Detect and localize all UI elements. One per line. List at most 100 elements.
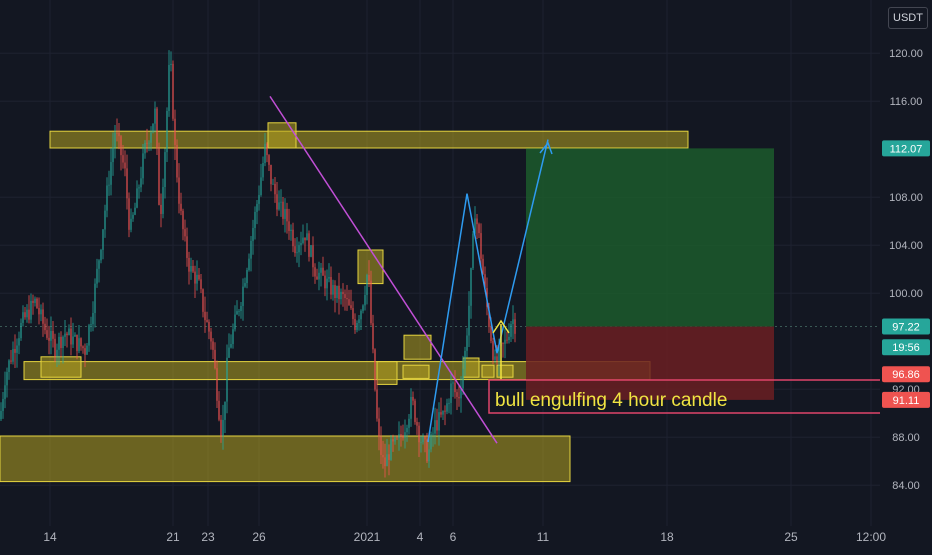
candle-body (284, 208, 286, 219)
candle-body (426, 439, 428, 462)
time-tick-label: 14 (43, 530, 57, 544)
candle-body (348, 299, 350, 306)
price-label-text: 19:56 (892, 342, 920, 354)
candle-body (402, 436, 404, 439)
currency-button[interactable]: USDT (888, 7, 928, 29)
candle-body (114, 132, 116, 148)
price-label-box (882, 318, 930, 335)
candle-body (356, 323, 358, 330)
candle-body (256, 203, 258, 212)
candle-body (186, 236, 188, 258)
candle-body (160, 204, 162, 214)
long-position-tool[interactable] (526, 148, 774, 400)
candle-body (362, 305, 364, 311)
candle-body (66, 333, 68, 336)
candle-body (494, 356, 496, 360)
candle-body (138, 187, 140, 189)
candle-body (2, 398, 4, 411)
candle-body (78, 338, 80, 351)
candle-body (92, 312, 94, 325)
candle-body (478, 224, 480, 234)
candle-body (96, 268, 98, 284)
candle-body (462, 368, 464, 389)
price-label-box (882, 339, 930, 356)
candle-body (340, 291, 342, 300)
candle-body (206, 320, 208, 322)
candle-body (32, 300, 34, 303)
candle-body (86, 345, 88, 355)
candle-body (444, 410, 446, 412)
candle-body (350, 305, 352, 309)
candle-body (196, 274, 198, 284)
candle-body (324, 275, 326, 289)
candle-body (120, 136, 122, 156)
candle-body (90, 324, 92, 326)
candle-body (376, 389, 378, 419)
candle-body (240, 305, 242, 311)
candle-body (48, 337, 50, 341)
candle-body (42, 309, 44, 324)
candle-body (116, 132, 118, 134)
price-axis[interactable]: 120.00116.00108.00104.00100.0092.0088.00… (880, 0, 932, 550)
candle-body (246, 270, 248, 284)
candle-body (136, 188, 138, 208)
candle-body (132, 214, 134, 219)
support-resistance-zones[interactable] (0, 122, 689, 483)
candle-body (260, 177, 262, 196)
price-tick-label: 116.00 (890, 96, 923, 108)
candle-body (436, 420, 438, 431)
candle-body (68, 328, 70, 336)
candle-body (338, 285, 340, 300)
candle-body (12, 349, 14, 362)
candle-body (422, 436, 424, 443)
candle-body (192, 266, 194, 272)
candle-body (452, 382, 454, 384)
candle-body (492, 341, 494, 360)
candle-body (472, 233, 474, 269)
candle-body (488, 306, 490, 328)
candle-body (274, 183, 276, 195)
candle-body (394, 437, 396, 442)
candle-body (480, 233, 482, 259)
candle-body (142, 153, 144, 179)
resistance-zone-top (49, 130, 689, 149)
marker-box-5 (376, 361, 398, 385)
candle-body (318, 272, 320, 280)
drawing-lines[interactable] (269, 95, 553, 444)
candle-body (98, 260, 100, 269)
candle-body (358, 319, 360, 324)
candle-body (346, 298, 348, 300)
candle-body (140, 178, 142, 188)
candle-body (490, 327, 492, 342)
time-tick-label: 11 (537, 530, 550, 544)
candle-body (236, 311, 238, 315)
candle-body (420, 442, 422, 444)
candle-body (354, 318, 356, 330)
candle-body (104, 210, 106, 230)
candle-body (476, 218, 478, 225)
candle-body (126, 168, 128, 199)
candle-body (390, 439, 392, 460)
candle-body (308, 233, 310, 257)
candle-body (210, 331, 212, 342)
candle-body (230, 343, 232, 348)
time-axis[interactable]: 14 21 23 26 2021 4 6 11 18 25 12:00 (43, 530, 886, 544)
candle-body (20, 322, 22, 339)
candle-body (108, 184, 110, 186)
candle-body (24, 312, 26, 318)
candle-body (244, 283, 246, 287)
candle-body (170, 63, 172, 65)
candle-body (276, 194, 278, 210)
target-zone (526, 148, 774, 327)
candle-body (4, 385, 6, 399)
candle-body (226, 357, 228, 402)
candle-body (306, 233, 308, 241)
candle-body (386, 454, 388, 467)
candle-body (144, 142, 146, 154)
candle-body (438, 412, 440, 431)
candle-body (272, 183, 274, 185)
candle-body (16, 345, 18, 353)
candle-body (510, 324, 512, 337)
